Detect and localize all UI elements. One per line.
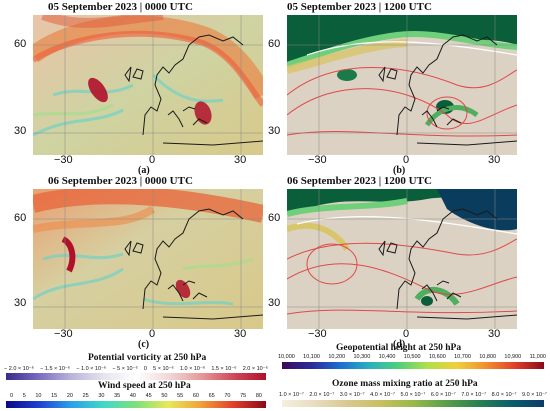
wind-tick: 70 — [224, 393, 231, 399]
ozone-tick: 5.0 × 10⁻⁷ — [400, 392, 426, 398]
panel-b-xlabel-30: 30 — [488, 154, 501, 166]
geo-colorbar-title: Geopotential height at 250 hPa — [336, 343, 462, 353]
panel-b-field — [287, 15, 517, 155]
geo-tick: 10,300 — [353, 354, 371, 360]
geo-colorbar — [282, 362, 544, 369]
ozone-colorbar — [282, 400, 544, 407]
panel-d-label: (d) — [393, 339, 406, 350]
wind-tick: 10 — [35, 393, 42, 399]
panel-a-title: 05 September 2023 | 0000 UTC — [48, 1, 193, 13]
pv-colorbar — [6, 373, 266, 380]
panel-b-label: (b) — [393, 165, 406, 176]
ozone-tick: 4.0 × 10⁻⁷ — [370, 392, 396, 398]
wind-tick: 35 — [114, 393, 121, 399]
wind-tick: 75 — [240, 393, 247, 399]
wind-tick: 60 — [192, 393, 199, 399]
wind-colorbar — [6, 401, 266, 408]
panel-a-xlabel-30: 30 — [234, 154, 247, 166]
pv-tick: − 2.0 × 10⁻⁶ — [4, 366, 34, 372]
panel-a-label: (a) — [138, 165, 150, 176]
panel-d-title: 06 September 2023 | 1200 UTC — [287, 175, 432, 187]
pv-tick: 5 × 10⁻⁶ — [153, 366, 174, 372]
panel-c-ylabel-30: 30 — [14, 297, 27, 309]
pv-colorbar-ticks: − 2.0 × 10⁻⁶ − 1.5 × 10⁻⁶ − 1.0 × 10⁻⁶ −… — [4, 366, 268, 372]
pv-tick: − 1.0 × 10⁻⁶ — [76, 366, 107, 372]
pv-tick: 2.0 × 10⁻⁶ — [242, 366, 268, 372]
ozone-tick: 7.0 × 10⁻⁷ — [461, 392, 487, 398]
ozone-tick: 6.0 × 10⁻⁷ — [430, 392, 456, 398]
panel-d-xlabel-30: 30 — [488, 328, 501, 340]
panel-c-map — [33, 189, 263, 329]
panel-b-title: 05 September 2023 | 1200 UTC — [287, 1, 432, 13]
ozone-colorbar-ticks: 1.0 × 10⁻⁷ 2.0 × 10⁻⁷ 3.0 × 10⁻⁷ 4.0 × 1… — [279, 392, 547, 398]
ozone-tick: 8.0 × 10⁻⁷ — [491, 392, 517, 398]
pv-tick: 0 — [143, 366, 147, 372]
wind-tick: 50 — [161, 393, 168, 399]
pv-tick: − 1.5 × 10⁻⁶ — [40, 366, 71, 372]
geo-tick: 10,800 — [479, 354, 497, 360]
geo-tick: 10,000 — [278, 354, 295, 360]
pv-tick: 1.0 × 10⁻⁶ — [179, 366, 206, 372]
panel-a-field — [33, 15, 263, 155]
geo-tick: 11,000 — [529, 354, 546, 360]
panel-b-ylabel-60: 60 — [268, 38, 281, 50]
geo-tick: 10,400 — [378, 354, 396, 360]
panel-c-title: 06 September 2023 | 0000 UTC — [48, 175, 193, 187]
wind-tick: 65 — [208, 393, 215, 399]
panel-c-label: (c) — [138, 339, 150, 350]
wind-tick: 5 — [22, 393, 26, 399]
geo-colorbar-ticks: 10,000 10,100 10,200 10,300 10,400 10,50… — [278, 354, 546, 360]
panel-c-xlabel-m30: −30 — [54, 328, 73, 340]
geo-tick: 10,100 — [303, 354, 320, 360]
panel-c-field — [33, 189, 263, 329]
panel-d-ylabel-30: 30 — [268, 297, 281, 309]
wind-tick: 25 — [82, 393, 89, 399]
panel-d-ylabel-60: 60 — [268, 212, 281, 224]
wind-tick: 55 — [177, 393, 184, 399]
wind-tick: 20 — [66, 393, 73, 399]
panel-a-xlabel-0: 0 — [149, 154, 156, 166]
panel-c-xlabel-30: 30 — [234, 328, 247, 340]
wind-colorbar-ticks: 0 5 10 15 20 25 30 35 40 45 50 55 60 65 … — [10, 393, 262, 399]
wind-tick: 15 — [51, 393, 58, 399]
panel-a-ylabel-60: 60 — [14, 38, 27, 50]
pv-tick: 1.5 × 10⁻⁶ — [211, 366, 237, 372]
wind-tick: 40 — [129, 393, 136, 399]
panel-d-xlabel-m30: −30 — [308, 328, 327, 340]
panel-c-ylabel-60: 60 — [14, 212, 27, 224]
ozone-tick: 1.0 × 10⁻⁷ — [279, 392, 304, 398]
panel-a-ylabel-30: 30 — [14, 125, 27, 137]
ozone-tick: 3.0 × 10⁻⁷ — [339, 392, 365, 398]
panel-d-xlabel-0: 0 — [403, 328, 410, 340]
geo-tick: 10,700 — [454, 354, 471, 360]
pv-colorbar-title: Potential vorticity at 250 hPa — [88, 353, 207, 363]
wind-colorbar-title: Wind speed at 250 hPa — [98, 381, 191, 391]
panel-b-xlabel-0: 0 — [403, 154, 410, 166]
pv-tick: − 5 × 10⁻⁶ — [112, 366, 138, 372]
wind-tick: 0 — [10, 393, 14, 399]
geo-tick: 10,500 — [403, 354, 421, 360]
panel-a-xlabel-m30: −30 — [54, 154, 73, 166]
panel-b-map — [287, 15, 517, 155]
geo-tick: 10,600 — [428, 354, 446, 360]
panel-a-map — [33, 15, 263, 155]
panel-c-xlabel-0: 0 — [149, 328, 156, 340]
geo-tick: 10,900 — [504, 354, 522, 360]
ozone-colorbar-title: Ozone mass mixing ratio at 250 hPa — [332, 379, 478, 389]
panel-b-ylabel-30: 30 — [268, 125, 281, 137]
wind-tick: 45 — [145, 393, 152, 399]
geo-tick: 10,200 — [328, 354, 346, 360]
ozone-tick: 2.0 × 10⁻⁷ — [309, 392, 335, 398]
panel-d-field — [287, 189, 517, 329]
wind-tick: 30 — [98, 393, 105, 399]
ozone-tick: 9.0 × 10⁻⁷ — [522, 392, 547, 398]
panel-d-map — [287, 189, 517, 329]
panel-b-xlabel-m30: −30 — [308, 154, 327, 166]
wind-tick: 80 — [255, 393, 262, 399]
